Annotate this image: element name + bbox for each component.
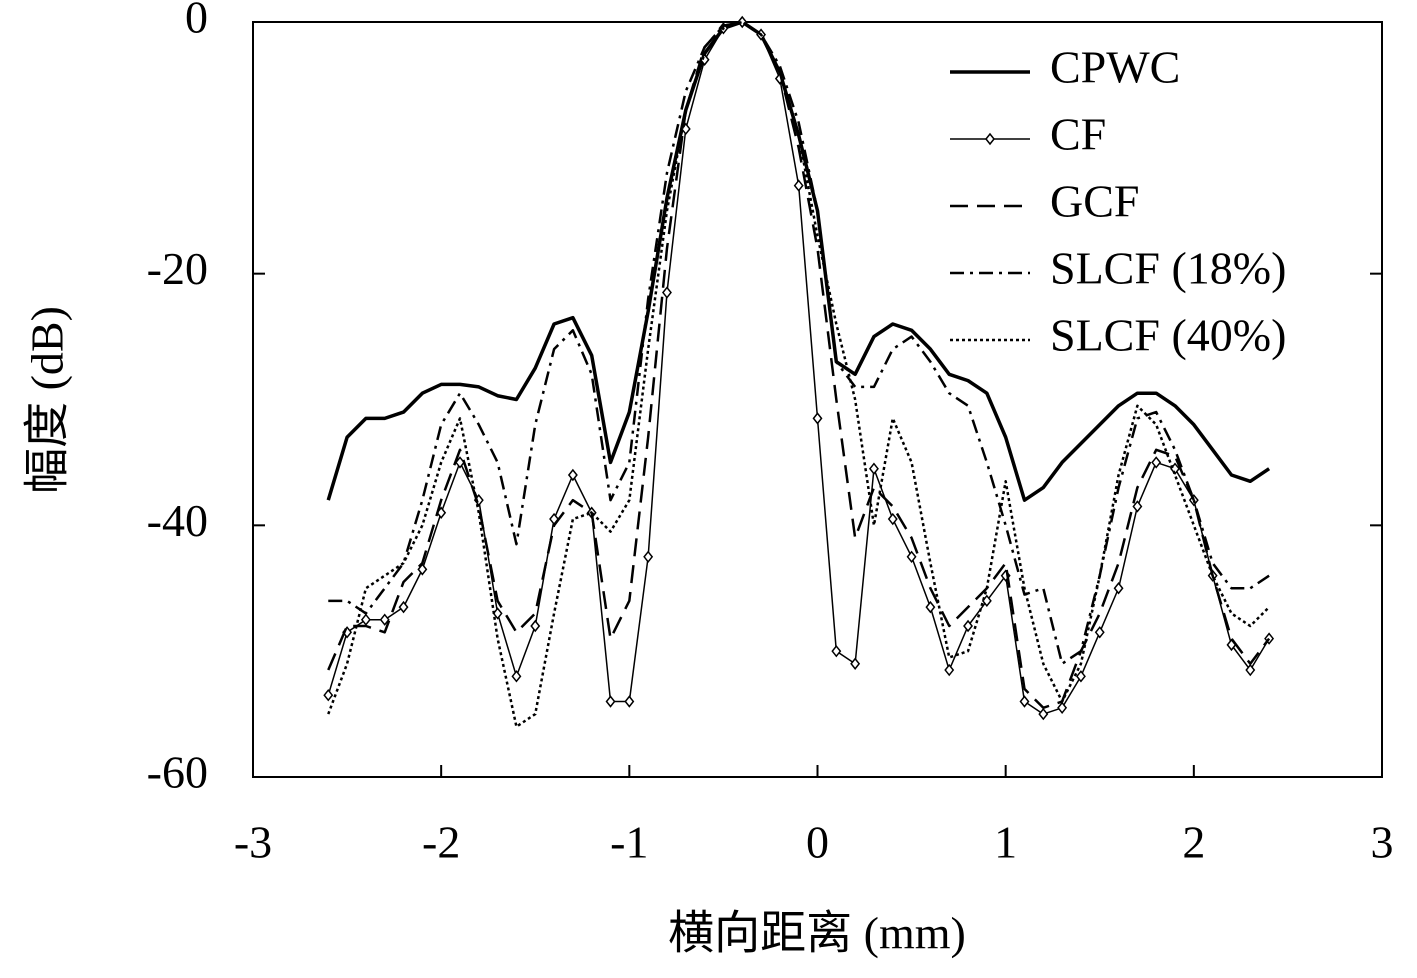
series-marker — [906, 550, 917, 563]
series-line — [327, 20, 1271, 710]
x-tick-label: -2 — [422, 817, 460, 868]
series-marker — [643, 550, 654, 563]
x-tick-label: 2 — [1182, 817, 1205, 868]
series-line — [327, 20, 1270, 728]
series-marker — [944, 663, 955, 677]
series-marker — [1151, 456, 1162, 469]
series-marker — [850, 657, 861, 670]
series-marker — [511, 670, 522, 683]
y-axis-label: 幅度 (dB) — [22, 306, 73, 494]
legend-label: SLCF (40%) — [1050, 310, 1286, 361]
y-tick-label: 0 — [185, 0, 208, 43]
series-marker — [793, 179, 804, 192]
series-marker — [567, 468, 578, 482]
series-marker — [398, 600, 409, 614]
y-tick-label: -20 — [147, 243, 208, 294]
x-tick-label: 0 — [806, 817, 829, 868]
series-marker — [1094, 626, 1105, 639]
legend-marker — [985, 132, 995, 146]
y-tick-label: -40 — [147, 495, 208, 546]
series-marker — [887, 512, 898, 526]
series-marker — [1245, 663, 1256, 677]
x-tick-label: -3 — [234, 817, 272, 868]
series-marker — [530, 619, 541, 633]
x-axis-label: 横向距离 (mm) — [668, 908, 966, 959]
series-marker — [1019, 695, 1030, 708]
legend-label: CPWC — [1050, 42, 1180, 93]
series-marker — [379, 613, 390, 626]
series-marker — [360, 613, 371, 626]
plot-frame — [252, 21, 1383, 778]
series-marker — [1113, 582, 1124, 595]
series-marker — [662, 286, 672, 299]
series-line — [328, 20, 1270, 665]
series-marker — [417, 563, 428, 576]
x-tick-label: 3 — [1371, 817, 1394, 868]
series-marker — [831, 644, 842, 658]
x-tick-label: -1 — [610, 817, 648, 868]
series-marker — [1038, 707, 1049, 721]
series-marker — [963, 619, 973, 633]
series-marker — [812, 412, 823, 425]
series-marker — [1132, 500, 1143, 513]
legend-label: GCF — [1050, 176, 1139, 227]
series-marker — [1057, 701, 1068, 714]
series-marker — [492, 607, 503, 620]
series-marker — [605, 695, 616, 708]
series-marker — [624, 695, 635, 708]
series-marker — [925, 600, 936, 614]
series-marker — [868, 462, 879, 475]
legend-label: SLCF (18%) — [1050, 243, 1286, 294]
series-marker — [1075, 670, 1086, 683]
series-marker — [323, 689, 334, 702]
x-tick-label: 1 — [994, 817, 1017, 868]
y-tick-label: -60 — [147, 747, 208, 798]
legend-label: CF — [1050, 109, 1106, 160]
